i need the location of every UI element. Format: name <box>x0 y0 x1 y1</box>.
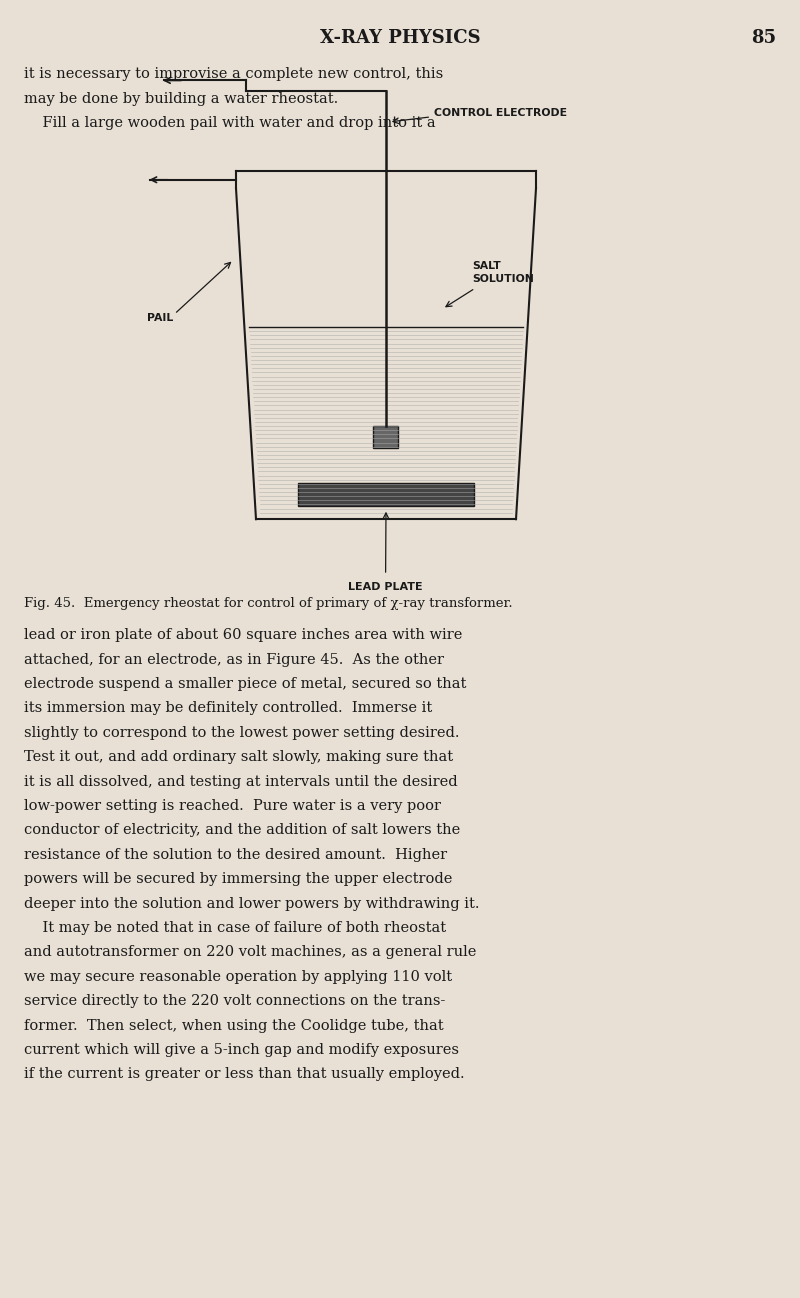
Text: current which will give a 5-inch gap and modify exposures: current which will give a 5-inch gap and… <box>24 1044 459 1057</box>
Text: Fig. 45.  Emergency rheostat for control of primary of χ-ray transformer.: Fig. 45. Emergency rheostat for control … <box>24 597 513 610</box>
Text: conductor of electricity, and the addition of salt lowers the: conductor of electricity, and the additi… <box>24 823 460 837</box>
Text: its immersion may be definitely controlled.  Immerse it: its immersion may be definitely controll… <box>24 701 432 715</box>
Text: slightly to correspond to the lowest power setting desired.: slightly to correspond to the lowest pow… <box>24 726 459 740</box>
Text: former.  Then select, when using the Coolidge tube, that: former. Then select, when using the Cool… <box>24 1019 444 1033</box>
Text: powers will be secured by immersing the upper electrode: powers will be secured by immersing the … <box>24 872 452 887</box>
Text: lead or iron plate of about 60 square inches area with wire: lead or iron plate of about 60 square in… <box>24 628 462 643</box>
Text: attached, for an electrode, as in Figure 45.  As the other: attached, for an electrode, as in Figure… <box>24 653 444 667</box>
Text: may be done by building a water rheostat.: may be done by building a water rheostat… <box>24 92 338 106</box>
Text: low-power setting is reached.  Pure water is a very poor: low-power setting is reached. Pure water… <box>24 800 441 813</box>
Text: deeper into the solution and lower powers by withdrawing it.: deeper into the solution and lower power… <box>24 897 479 911</box>
Text: it is all dissolved, and testing at intervals until the desired: it is all dissolved, and testing at inte… <box>24 775 458 789</box>
Text: resistance of the solution to the desired amount.  Higher: resistance of the solution to the desire… <box>24 848 447 862</box>
Text: Test it out, and add ordinary salt slowly, making sure that: Test it out, and add ordinary salt slowl… <box>24 750 453 765</box>
Text: X-RAY PHYSICS: X-RAY PHYSICS <box>320 29 480 47</box>
Text: 85: 85 <box>751 29 776 47</box>
Text: electrode suspend a smaller piece of metal, secured so that: electrode suspend a smaller piece of met… <box>24 678 466 691</box>
Bar <box>373 426 398 448</box>
Text: CONTROL ELECTRODE: CONTROL ELECTRODE <box>434 108 566 118</box>
Text: and autotransformer on 220 volt machines, as a general rule: and autotransformer on 220 volt machines… <box>24 945 476 959</box>
Bar <box>298 483 474 506</box>
Text: SALT
SOLUTION: SALT SOLUTION <box>472 261 534 284</box>
Text: Fill a large wooden pail with water and drop into it a: Fill a large wooden pail with water and … <box>24 117 436 130</box>
Text: if the current is greater or less than that usually employed.: if the current is greater or less than t… <box>24 1067 465 1081</box>
Text: we may secure reasonable operation by applying 110 volt: we may secure reasonable operation by ap… <box>24 970 452 984</box>
Text: It may be noted that in case of failure of both rheostat: It may be noted that in case of failure … <box>24 922 446 935</box>
Text: LEAD PLATE: LEAD PLATE <box>348 582 423 592</box>
Text: PAIL: PAIL <box>147 313 173 323</box>
Text: service directly to the 220 volt connections on the trans-: service directly to the 220 volt connect… <box>24 994 446 1009</box>
Text: it is necessary to improvise a complete new control, this: it is necessary to improvise a complete … <box>24 67 443 82</box>
